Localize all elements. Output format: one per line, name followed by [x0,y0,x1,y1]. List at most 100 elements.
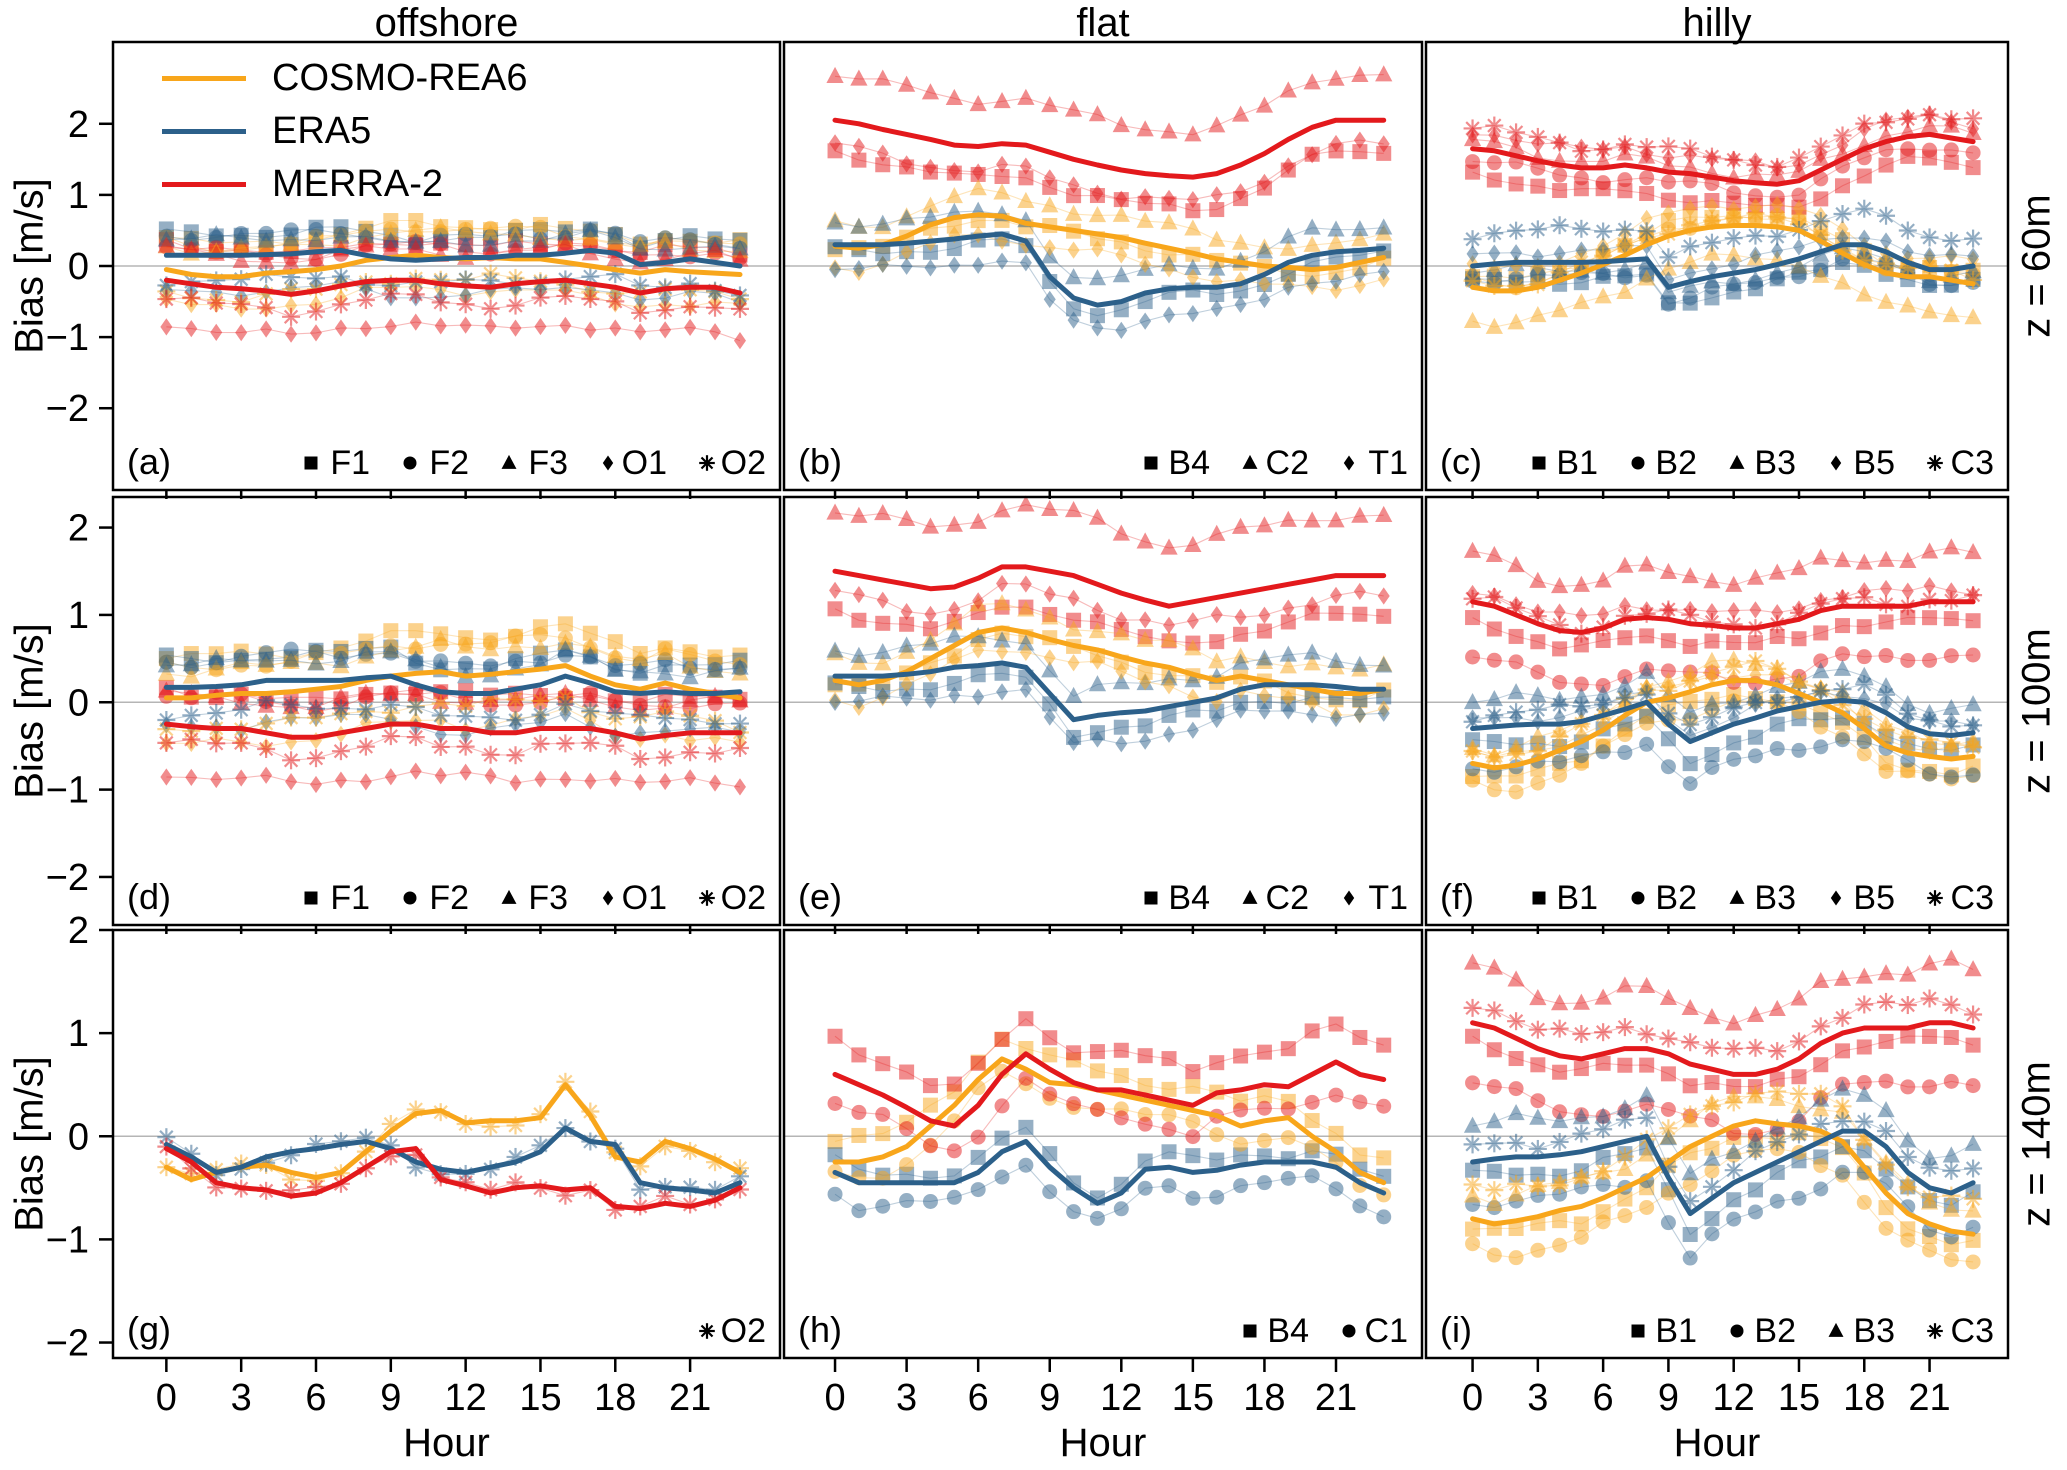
asterisk-marker-icon [232,700,251,719]
asterisk-marker-icon [581,733,600,752]
triangle-marker-icon [1041,95,1059,113]
circle-marker-icon [899,1193,915,1209]
legend-label-merra2: MERRA-2 [272,163,444,205]
square-marker-icon [1660,1066,1676,1082]
asterisk-marker-icon [481,708,500,727]
diamond-marker-icon [1258,702,1271,720]
triangle-marker-icon [1279,657,1297,674]
square-marker-icon [827,1147,843,1163]
square-marker-icon [1256,1088,1272,1104]
diamond-marker-icon [733,778,746,796]
asterisk-marker-icon [1615,1018,1634,1037]
triangle-marker-icon [1681,567,1699,584]
diamond-marker-icon [829,260,842,279]
circle-marker-icon [1161,1178,1177,1194]
mean-line-COSMO-REA6 [1470,1118,1976,1237]
square-marker-icon [1660,633,1676,649]
asterisk-marker-icon [1833,1112,1852,1131]
diamond-marker-icon [1553,244,1566,263]
row-label-100m: z = 100m [2014,628,2059,794]
triangle-marker-icon [1351,65,1369,82]
triangle-marker-icon [1790,1097,1808,1114]
triangle-marker-icon [656,643,674,660]
panel-letter: (b) [798,441,842,482]
circle-marker-icon [1018,1157,1034,1173]
diamond-marker-icon [1043,649,1056,667]
square-marker-icon [1018,1041,1034,1057]
mean-line-MERRA-2 [1470,599,1976,635]
square-marker-icon [304,456,318,470]
square-marker-icon [1704,633,1720,649]
asterisk-marker-icon [282,708,301,727]
asterisk-marker-icon [1615,236,1634,255]
square-marker-icon [1280,614,1296,630]
station-line [1472,148,1974,198]
asterisk-marker-icon [182,288,201,307]
square-marker-icon [1900,609,1916,625]
square-marker-icon [1965,1037,1981,1053]
circle-marker-icon [946,1143,962,1159]
diamond-marker-icon [1597,605,1610,623]
asterisk-marker-icon [1920,1188,1939,1207]
y-axis-title-row3: Bias [m/s] [7,1056,52,1232]
square-marker-icon [1595,1055,1611,1071]
diamond-marker-icon [534,317,547,336]
triangle-marker-icon [506,240,525,257]
x-tick-label: 0 [156,1377,177,1419]
triangle-marker-icon [1136,120,1154,137]
diamond-marker-icon [1258,606,1271,624]
mean-line-ERA5 [1470,242,1976,290]
triangle-marker-icon [1703,1149,1721,1166]
circle-marker-icon [1747,1204,1763,1220]
triangle-marker-icon [1112,673,1130,690]
square-marker-icon [1066,301,1082,317]
circle-marker-icon [1726,751,1742,767]
triangle-marker-icon [1746,568,1765,585]
circle-marker-icon [1813,1158,1829,1174]
asterisk-marker-icon [1768,659,1787,678]
asterisk-marker-icon [1964,1189,1983,1208]
legend-entry-merra2: MERRA-2 [162,164,527,204]
diamond-marker-icon [1901,582,1914,600]
station-series-O2-MERRA-2 [157,727,749,770]
diamond-marker-icon [1662,149,1675,167]
diamond-marker-icon [1091,601,1104,619]
circle-marker-icon [851,1104,867,1120]
triangle-marker-icon [1507,1185,1525,1202]
triangle-marker-icon [1703,694,1721,711]
circle-marker-icon [827,1186,843,1202]
diamond-marker-icon [1836,220,1849,238]
triangle-marker-icon [826,66,844,84]
triangle-marker-icon [1088,205,1107,223]
diamond-marker-icon [160,318,173,336]
square-marker-icon [970,1149,986,1165]
diamond-marker-icon [1234,701,1247,719]
triangle-marker-icon [1964,308,1982,325]
diamond-marker-icon [972,641,985,659]
asterisk-marker-icon [1463,998,1482,1017]
station-series-T1-ERA5 [829,680,1390,753]
asterisk-marker-icon [1507,1174,1526,1193]
circle-marker-icon [1233,1178,1249,1194]
asterisk-marker-icon [1681,715,1700,734]
diamond-marker-icon [684,318,697,337]
triangle-marker-icon [1725,1014,1743,1031]
square-marker-icon [1878,1033,1894,1049]
triangle-marker-icon [1507,683,1525,700]
row-label-60m: z = 60m [2014,194,2059,338]
triangle-marker-icon [1064,620,1083,637]
asterisk-marker-icon [1877,113,1896,132]
diamond-marker-icon [900,675,913,693]
triangle-marker-icon [1184,639,1202,656]
triangle-marker-icon [1112,205,1130,222]
square-marker-icon [1704,1075,1720,1091]
y-tick-label: −1 [46,1219,89,1261]
circle-marker-icon [1878,763,1894,779]
triangle-marker-icon [457,637,475,654]
diamond-marker-icon [634,323,647,341]
triangle-marker-icon [1812,662,1830,679]
station-line [1472,616,1974,650]
circle-marker-icon [1704,1226,1720,1242]
diamond-marker-icon [334,319,347,337]
diamond-marker-icon [1091,240,1104,258]
